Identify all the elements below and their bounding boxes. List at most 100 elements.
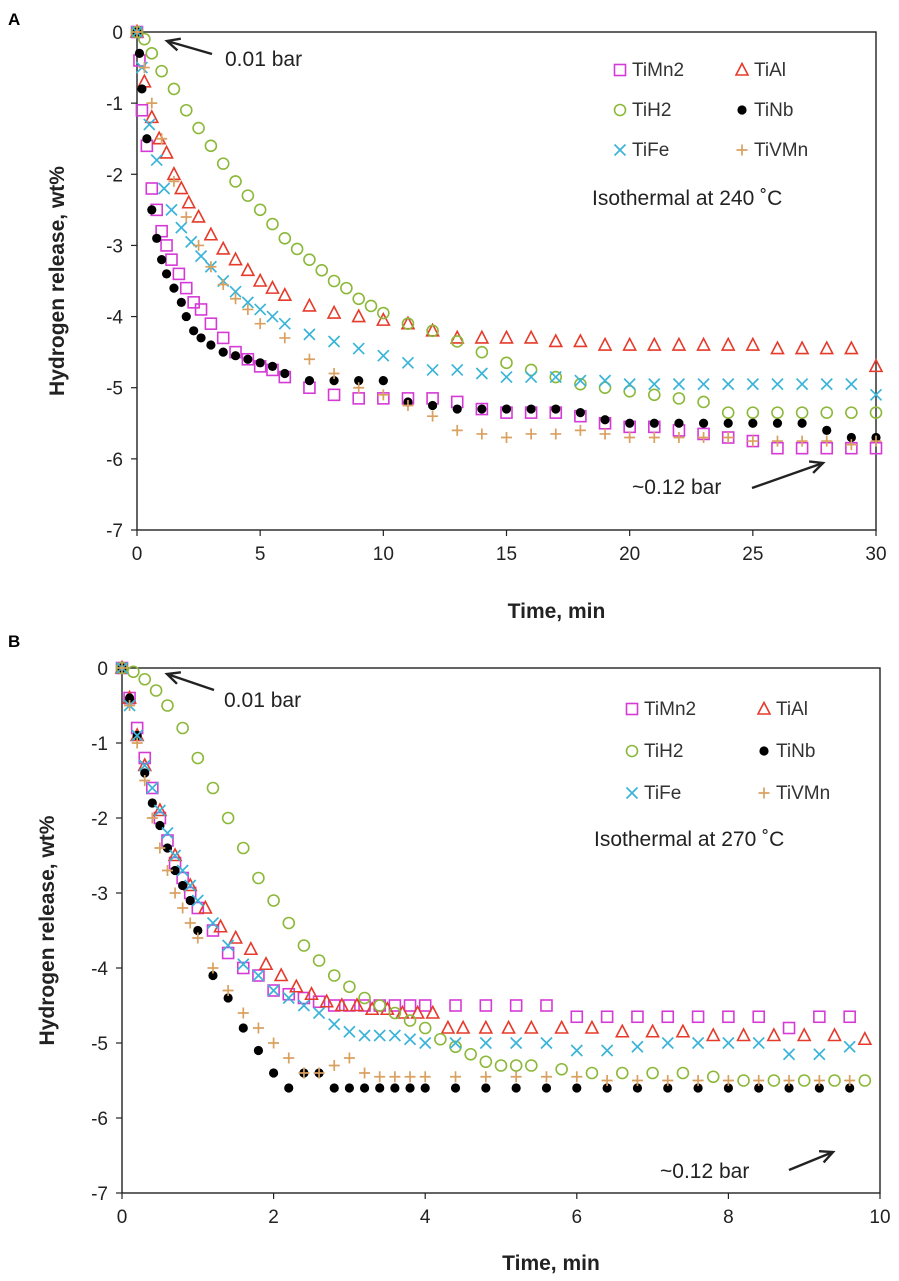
data-point: [418, 1021, 432, 1035]
x-tick-label: 4: [420, 1207, 431, 1228]
data-point: [124, 693, 135, 703]
data-point: [182, 877, 198, 892]
data-point: [303, 353, 315, 365]
data-point: [161, 699, 174, 712]
data-point: [601, 1075, 613, 1086]
data-point: [352, 292, 366, 306]
series-tinb: [117, 663, 855, 1093]
data-point: [242, 303, 254, 315]
data-point: [449, 1036, 462, 1050]
data-point: [784, 1083, 794, 1093]
arrow-line: [166, 672, 215, 692]
data-point: [258, 956, 274, 971]
data-point: [691, 1010, 705, 1024]
data-point: [692, 1075, 704, 1086]
data-point: [843, 1010, 856, 1024]
data-point: [601, 1044, 614, 1057]
legend-marker: [756, 700, 772, 715]
legend-label: TiH2: [644, 741, 683, 762]
data-point: [475, 402, 489, 416]
data-point: [511, 1083, 521, 1093]
data-point: [426, 363, 439, 377]
y-tick-label: -6: [91, 1109, 108, 1130]
data-point: [843, 1040, 856, 1053]
arrow-head: [164, 37, 182, 52]
data-point: [797, 1074, 811, 1087]
y-tick-label: -7: [91, 1184, 108, 1205]
data-point: [376, 311, 391, 326]
data-point: [550, 428, 562, 440]
data-point: [147, 205, 157, 215]
data-point: [585, 1066, 599, 1080]
data-point: [845, 1083, 855, 1093]
data-point: [223, 993, 233, 1003]
y-tick-label: 0: [97, 659, 108, 680]
data-point: [167, 82, 181, 96]
data-point: [176, 721, 189, 735]
data-point: [771, 435, 783, 447]
data-point: [623, 384, 636, 398]
series-tife: [115, 661, 856, 1061]
x-tick-label: 0: [132, 544, 143, 565]
data-point: [623, 378, 636, 391]
data-point: [434, 1032, 447, 1046]
data-point: [138, 759, 151, 772]
data-point: [722, 1010, 735, 1024]
data-point: [373, 1029, 386, 1042]
data-point: [570, 1010, 584, 1024]
data-point: [217, 279, 229, 291]
data-point: [172, 267, 186, 281]
data-point: [646, 336, 662, 351]
data-point: [575, 408, 586, 418]
data-point: [388, 1006, 402, 1020]
data-point: [631, 1010, 644, 1024]
data-point: [373, 999, 387, 1012]
data-point: [698, 418, 709, 428]
data-point: [844, 1075, 856, 1086]
data-point: [820, 406, 834, 419]
pressure-end-label: ~0.12 bar: [632, 476, 721, 499]
data-point: [160, 239, 173, 252]
data-point: [845, 378, 858, 391]
data-point: [819, 340, 835, 355]
data-point: [696, 336, 711, 351]
y-tick-label: -6: [106, 450, 123, 471]
data-point: [351, 308, 367, 323]
data-point: [241, 189, 255, 202]
condition-label: Isothermal at 270 ˚C: [594, 828, 784, 851]
data-point: [138, 751, 152, 765]
data-point: [304, 986, 319, 1001]
data-point: [252, 969, 265, 982]
data-point: [169, 283, 179, 293]
data-point: [440, 1019, 456, 1034]
data-point: [328, 1018, 341, 1031]
data-point: [313, 1067, 325, 1079]
data-point: [598, 381, 612, 395]
data-point: [767, 1074, 781, 1087]
data-point: [297, 939, 311, 952]
y-tick-label: -2: [106, 165, 123, 186]
data-point: [691, 1036, 705, 1050]
data-point: [661, 1010, 675, 1024]
data-point: [676, 1066, 690, 1080]
legend-label: TiNb: [754, 100, 793, 121]
data-point: [155, 64, 168, 78]
data-point: [143, 118, 156, 131]
data-point: [152, 233, 162, 243]
data-point: [599, 428, 611, 440]
data-point: [752, 1010, 766, 1024]
data-point: [766, 1027, 782, 1042]
data-point: [161, 826, 174, 840]
data-point: [205, 261, 217, 273]
data-point: [540, 1071, 552, 1083]
data-point: [138, 62, 150, 74]
data-point: [253, 203, 267, 217]
data-point: [501, 404, 512, 414]
data-point: [230, 351, 241, 361]
data-point: [450, 335, 464, 348]
data-point: [573, 333, 588, 348]
data-point: [358, 1029, 371, 1042]
series-tife: [130, 25, 883, 401]
data-point: [192, 932, 204, 944]
data-point: [124, 700, 136, 711]
